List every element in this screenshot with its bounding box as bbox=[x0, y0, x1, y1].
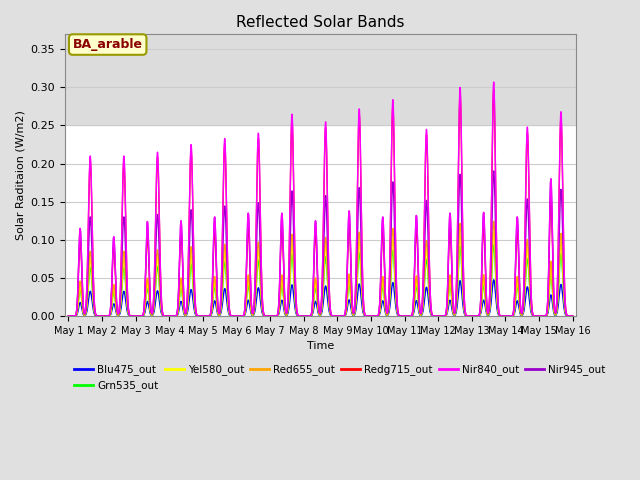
Text: BA_arable: BA_arable bbox=[73, 38, 143, 51]
Y-axis label: Solar Raditaion (W/m2): Solar Raditaion (W/m2) bbox=[15, 110, 25, 240]
Legend: Blu475_out, Grn535_out, Yel580_out, Red655_out, Redg715_out, Nir840_out, Nir945_: Blu475_out, Grn535_out, Yel580_out, Red6… bbox=[70, 360, 610, 396]
Bar bbox=[65, 34, 576, 125]
Title: Reflected Solar Bands: Reflected Solar Bands bbox=[236, 15, 405, 30]
X-axis label: Time: Time bbox=[307, 341, 334, 351]
